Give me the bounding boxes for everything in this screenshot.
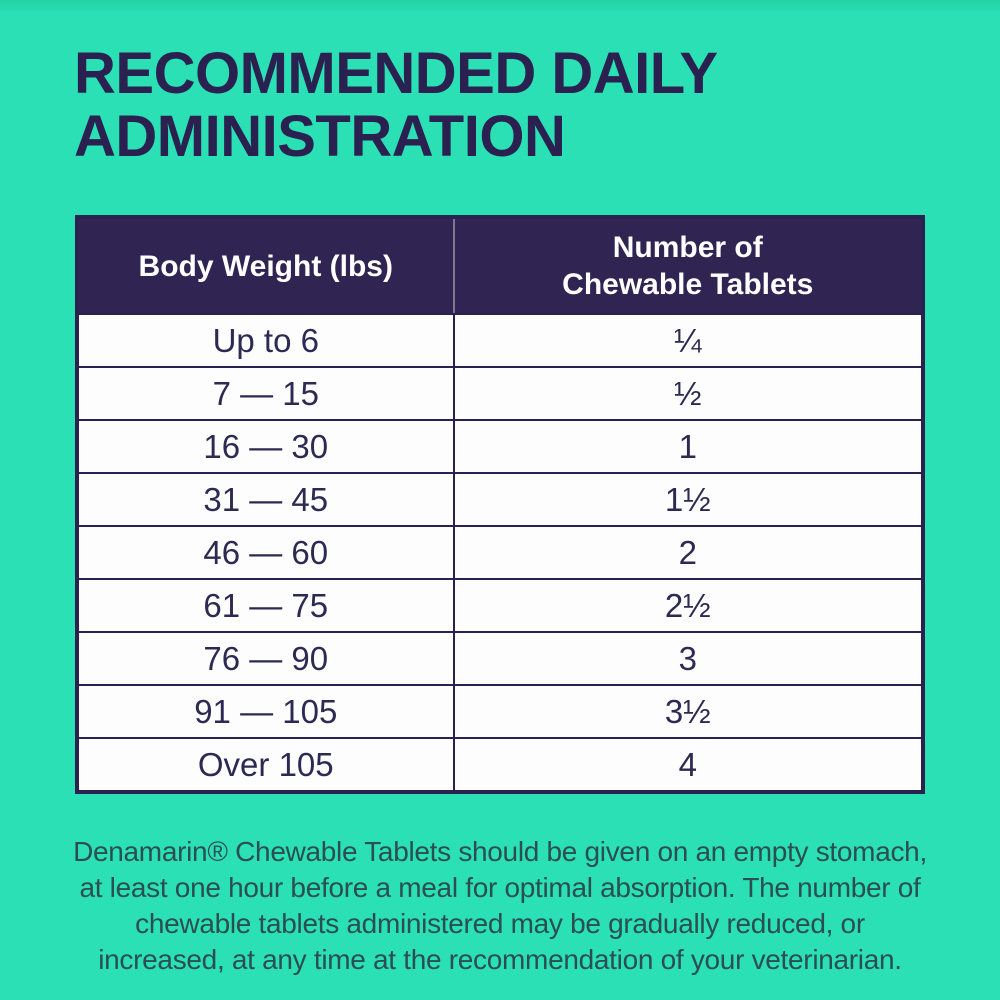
dosage-table: Body Weight (lbs) Number of Chewable Tab… bbox=[75, 215, 925, 794]
table-row: 76 — 90 3 bbox=[79, 631, 921, 684]
body-weight-cell: 76 — 90 bbox=[79, 633, 455, 684]
page-title: RECOMMENDED DAILY ADMINISTRATION bbox=[74, 41, 718, 169]
tablet-count-cell: ¼ bbox=[673, 321, 702, 359]
tablet-count-cell: 3 bbox=[678, 639, 697, 677]
body-weight-cell: 46 — 60 bbox=[79, 527, 455, 578]
table-row: 31 — 45 1½ bbox=[79, 472, 921, 525]
tablet-count-cell: 2 bbox=[678, 533, 697, 571]
tablet-count-cell: 2½ bbox=[664, 586, 711, 624]
top-edge-shade bbox=[0, 0, 1000, 14]
tablet-count-cell: 1½ bbox=[664, 480, 711, 518]
tablet-count-cell: 3½ bbox=[664, 692, 711, 730]
col-header-body-weight: Body Weight (lbs) bbox=[79, 219, 455, 313]
body-weight-cell: 16 — 30 bbox=[79, 421, 455, 472]
table-header-row: Body Weight (lbs) Number of Chewable Tab… bbox=[79, 219, 921, 313]
body-weight-cell: 61 — 75 bbox=[79, 580, 455, 631]
col-header-chewable-tablets: Number of Chewable Tablets bbox=[562, 231, 814, 301]
table-row: 16 — 30 1 bbox=[79, 419, 921, 472]
table-row: 7 — 15 ½ bbox=[79, 366, 921, 419]
administration-footnote: Denamarin® Chewable Tablets should be gi… bbox=[73, 836, 927, 975]
tablet-count-cell: 4 bbox=[678, 745, 697, 783]
body-weight-cell: Up to 6 bbox=[79, 315, 455, 366]
tablet-count-cell: 1 bbox=[678, 427, 697, 465]
tablet-count-cell: ½ bbox=[673, 374, 702, 412]
table-row: Up to 6 ¼ bbox=[79, 313, 921, 366]
body-weight-cell: 31 — 45 bbox=[79, 474, 455, 525]
table-row: 61 — 75 2½ bbox=[79, 578, 921, 631]
table-row: 91 — 105 3½ bbox=[79, 684, 921, 737]
body-weight-cell: Over 105 bbox=[79, 739, 455, 790]
body-weight-cell: 7 — 15 bbox=[79, 368, 455, 419]
body-weight-cell: 91 — 105 bbox=[79, 686, 455, 737]
table-row: 46 — 60 2 bbox=[79, 525, 921, 578]
table-row: Over 105 4 bbox=[79, 737, 921, 790]
